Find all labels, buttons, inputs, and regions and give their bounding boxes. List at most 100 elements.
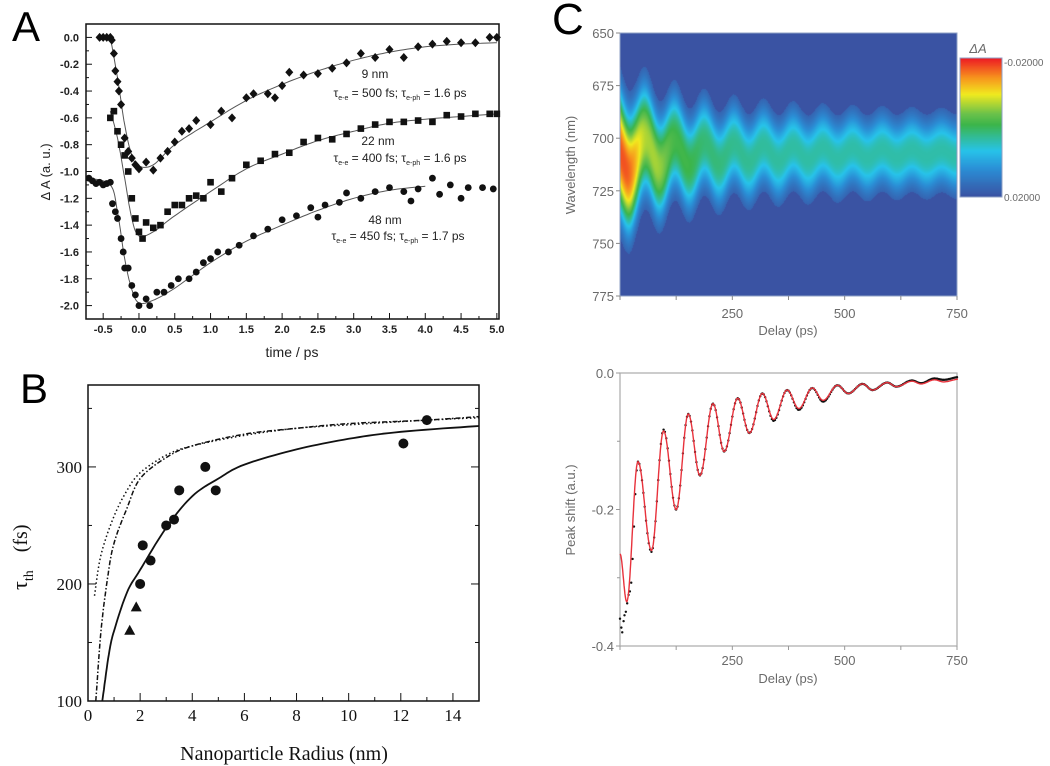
data-point-triangle — [130, 601, 142, 612]
data-point-circle — [489, 185, 497, 193]
data-point-circle — [314, 213, 322, 221]
annotation-size: 9 nm — [362, 67, 389, 81]
data-point-circle — [160, 288, 168, 296]
colorbar-min-label: 0.02000 — [1004, 193, 1041, 204]
data-point-circle — [264, 225, 272, 233]
annotation-part: e-e — [338, 95, 348, 102]
data-point-square — [228, 174, 236, 182]
data-point-square — [472, 110, 479, 118]
data-point-diamond — [356, 49, 365, 58]
panel-a-ylabel: Δ A (a. u.) — [38, 143, 53, 200]
x-tick-label: 750 — [946, 306, 968, 321]
x-tick-label: 5.0 — [489, 324, 504, 336]
annotation-part: τ — [333, 86, 338, 100]
data-point-square — [271, 150, 279, 158]
annotation-part: τ — [401, 151, 406, 165]
data-point-diamond — [228, 113, 237, 123]
data-point-circle — [343, 189, 350, 197]
y-tick-label: 200 — [57, 575, 83, 594]
data-point-circle — [429, 174, 436, 182]
data-point-square — [200, 195, 207, 202]
data-point — [622, 619, 625, 623]
y-tick-label: -1.4 — [60, 220, 80, 232]
annotation-part: e-e — [336, 238, 346, 245]
panel-b-frame — [87, 384, 480, 702]
data-point-circle — [124, 264, 132, 272]
data-point-square — [149, 224, 157, 232]
data-point — [625, 602, 629, 605]
data-point-square — [243, 161, 250, 169]
data-point-diamond — [109, 49, 118, 58]
data-point-square — [121, 152, 128, 159]
annotation-size: 22 nm — [361, 134, 394, 148]
colorbar-label: ΔA — [968, 41, 986, 56]
data-point-square — [328, 136, 336, 143]
data-point-circle — [185, 275, 193, 283]
panel-b-ylabel: τth (fs) — [7, 525, 37, 591]
data-point-diamond — [142, 157, 151, 167]
y-tick-label: 100 — [57, 692, 83, 711]
data-point-diamond — [107, 35, 116, 45]
data-point-circle — [137, 540, 148, 551]
tau-symbol: τ — [7, 581, 32, 590]
data-point-triangle — [124, 624, 136, 635]
data-point-square — [493, 110, 501, 118]
data-point-square — [443, 111, 451, 119]
data-point-circle — [174, 485, 185, 496]
data-point-square — [217, 188, 225, 195]
data-point-diamond — [127, 153, 136, 163]
data-point-square — [110, 107, 118, 115]
annotation-part: = 450 fs; — [346, 229, 399, 243]
x-tick-label: 0.0 — [131, 324, 146, 336]
data-point-diamond — [457, 38, 466, 48]
x-tick-label: 2 — [136, 706, 145, 725]
data-point-square — [164, 208, 171, 216]
data-point-square — [178, 201, 186, 209]
data-point — [624, 610, 628, 613]
data-point-circle — [250, 232, 257, 240]
data-point-diamond — [442, 36, 451, 46]
data-point-diamond — [134, 164, 143, 174]
data-point-diamond — [149, 165, 158, 175]
annotation-part: τ — [401, 86, 406, 100]
data-point-circle — [111, 208, 119, 216]
panel-c-bottom-plot: 0.0 -0.2 -0.4 250 500 750 — [592, 366, 968, 668]
data-point-circle — [235, 241, 243, 249]
data-point-square — [185, 195, 193, 202]
data-point-diamond — [192, 116, 201, 126]
data-point — [620, 626, 623, 629]
data-point-square — [157, 221, 164, 229]
annotation-part: e-e — [338, 160, 348, 167]
x-tick-label: 8 — [292, 706, 301, 725]
x-tick-label: 4.5 — [453, 324, 468, 336]
data-point-diamond — [242, 93, 251, 103]
data-point-square — [207, 178, 214, 186]
data-point-circle — [174, 275, 182, 283]
data-point-diamond — [492, 32, 501, 42]
x-tick-label: 6 — [240, 706, 249, 725]
x-tick-label: 3.0 — [346, 324, 361, 336]
y-tick-label: 775 — [592, 289, 614, 304]
x-tick-label: 4.0 — [418, 324, 433, 336]
data-point-diamond — [114, 86, 123, 96]
data-point-diamond — [313, 69, 322, 79]
data-point-square — [128, 195, 136, 202]
data-point-diamond — [185, 124, 194, 134]
x-tick-label: 10 — [340, 706, 357, 725]
data-point-circle — [146, 302, 154, 309]
data-point-circle — [446, 181, 454, 189]
ylabel-unit: (fs) — [10, 525, 32, 553]
data-point-circle — [207, 255, 214, 263]
data-point-circle — [307, 204, 315, 212]
annotation-size: 48 nm — [368, 213, 401, 227]
data-point-square — [357, 125, 365, 132]
x-tick-label: 250 — [721, 653, 743, 668]
heatmap-frame — [619, 32, 958, 297]
data-point-diamond — [170, 137, 179, 147]
data-point — [618, 617, 622, 620]
data-point-diamond — [177, 126, 186, 136]
data-point-diamond — [117, 99, 126, 109]
annotation-part: τ — [333, 151, 338, 165]
panel-b-plot: 100 200 300 0 2 4 6 8 10 12 14 — [57, 384, 480, 725]
